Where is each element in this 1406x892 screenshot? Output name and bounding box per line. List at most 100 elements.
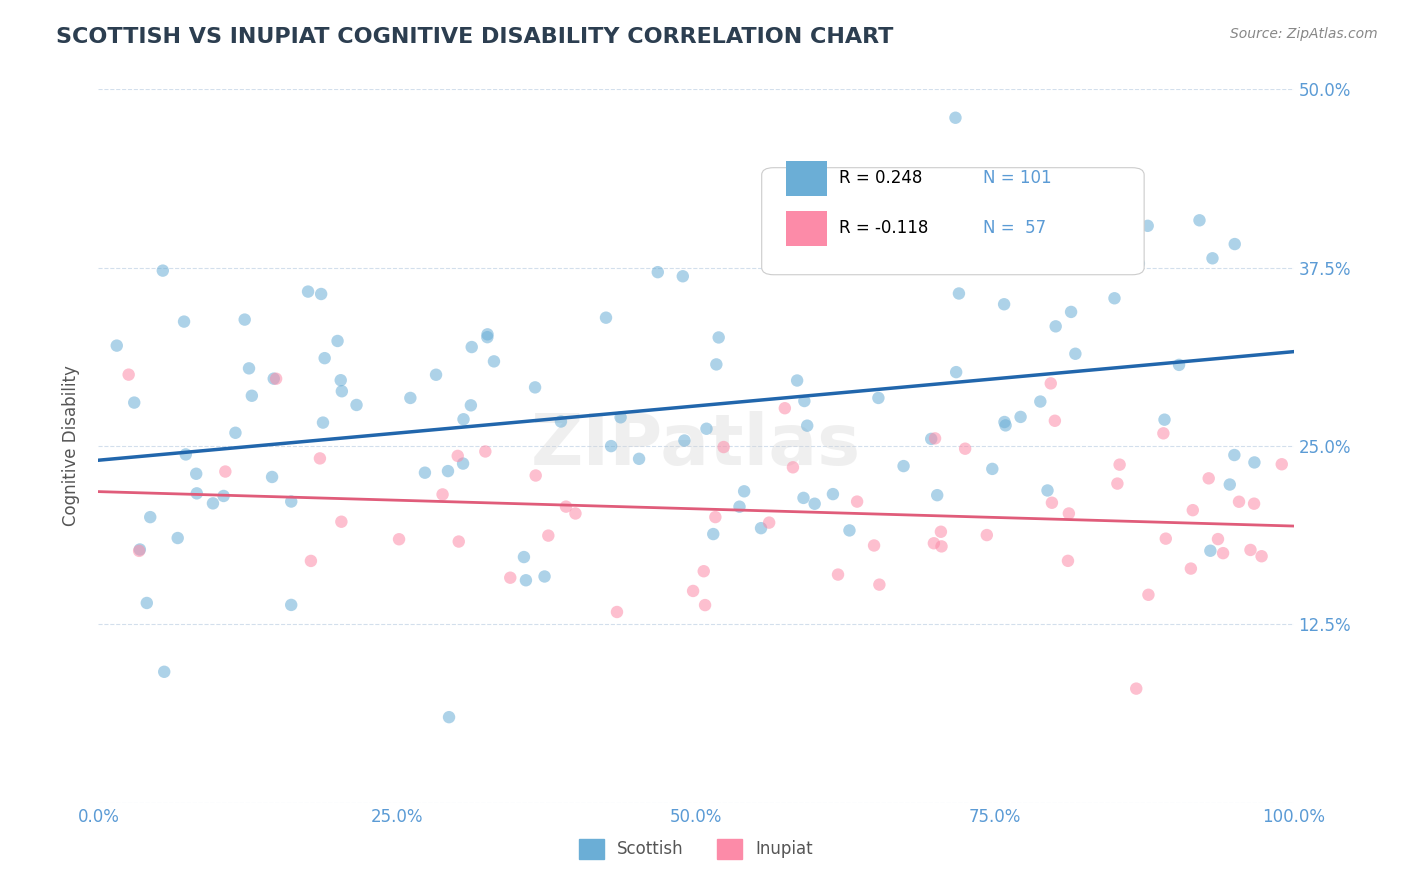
Point: [105, 338, 128, 352]
Point: [314, 351, 336, 366]
Point: [1206, 532, 1229, 546]
Point: [1128, 256, 1150, 270]
Point: [329, 373, 352, 387]
Point: [1152, 426, 1174, 441]
Point: [1125, 681, 1147, 696]
Point: [948, 286, 970, 301]
Point: [672, 269, 695, 284]
Point: [606, 605, 628, 619]
Point: [749, 521, 772, 535]
Point: [153, 665, 176, 679]
Point: [346, 398, 368, 412]
Point: [808, 258, 831, 272]
Point: [827, 567, 849, 582]
Point: [1201, 252, 1223, 266]
Point: [803, 497, 825, 511]
Point: [782, 460, 804, 475]
Point: [792, 491, 814, 505]
Point: [600, 439, 623, 453]
Point: [152, 263, 174, 277]
Point: [1212, 546, 1234, 560]
Point: [773, 401, 796, 416]
Point: [868, 577, 890, 591]
Point: [1060, 305, 1083, 319]
Point: [453, 412, 475, 426]
Point: [953, 442, 976, 456]
Point: [330, 515, 353, 529]
Point: [238, 361, 260, 376]
Text: R = -0.118: R = -0.118: [839, 219, 929, 237]
Point: [139, 510, 162, 524]
Point: [1180, 561, 1202, 575]
Point: [647, 265, 669, 279]
Point: [461, 340, 484, 354]
Text: ZIPatlas: ZIPatlas: [531, 411, 860, 481]
Point: [399, 391, 422, 405]
Point: [212, 489, 235, 503]
Point: [263, 371, 285, 385]
Legend: Scottish, Inupiat: Scottish, Inupiat: [572, 832, 820, 866]
Point: [128, 544, 150, 558]
Point: [994, 418, 1017, 433]
Point: [330, 384, 353, 399]
Point: [693, 564, 716, 578]
Point: [482, 354, 505, 368]
Point: [186, 486, 208, 500]
Point: [1104, 291, 1126, 305]
Point: [413, 466, 436, 480]
Point: [998, 231, 1021, 245]
Point: [533, 569, 555, 583]
Point: [1136, 219, 1159, 233]
Point: [945, 111, 967, 125]
Point: [981, 462, 1004, 476]
Point: [1043, 414, 1066, 428]
Point: [1223, 237, 1246, 252]
Text: N = 101: N = 101: [983, 169, 1052, 187]
Text: Source: ZipAtlas.com: Source: ZipAtlas.com: [1230, 27, 1378, 41]
Point: [931, 540, 953, 554]
Point: [609, 410, 631, 425]
Point: [693, 598, 716, 612]
Point: [733, 484, 755, 499]
Point: [1036, 483, 1059, 498]
Point: [513, 549, 536, 564]
Point: [868, 391, 890, 405]
Point: [929, 524, 952, 539]
FancyBboxPatch shape: [762, 168, 1144, 275]
Point: [838, 524, 860, 538]
Point: [796, 418, 818, 433]
Point: [1181, 503, 1204, 517]
Point: [122, 395, 145, 409]
Point: [1107, 476, 1129, 491]
Point: [312, 416, 335, 430]
Point: [786, 374, 808, 388]
Point: [135, 596, 157, 610]
Point: [1099, 232, 1122, 246]
Point: [233, 312, 256, 326]
Point: [1198, 471, 1220, 485]
Point: [993, 297, 1015, 311]
Point: [1168, 358, 1191, 372]
Point: [758, 516, 780, 530]
Point: [595, 310, 617, 325]
Point: [524, 380, 547, 394]
Point: [451, 457, 474, 471]
Point: [1271, 457, 1294, 471]
Point: [704, 510, 727, 524]
Point: [477, 327, 499, 342]
Y-axis label: Cognitive Disability: Cognitive Disability: [62, 366, 80, 526]
Point: [515, 574, 537, 588]
Point: [793, 394, 815, 409]
Point: [477, 330, 499, 344]
Point: [1243, 497, 1265, 511]
Point: [702, 527, 724, 541]
Point: [695, 422, 717, 436]
Point: [846, 494, 869, 508]
Point: [1057, 554, 1080, 568]
Bar: [786, 211, 827, 246]
Point: [309, 287, 332, 301]
Point: [240, 389, 263, 403]
Point: [174, 447, 197, 461]
Point: [432, 487, 454, 501]
Point: [863, 539, 886, 553]
